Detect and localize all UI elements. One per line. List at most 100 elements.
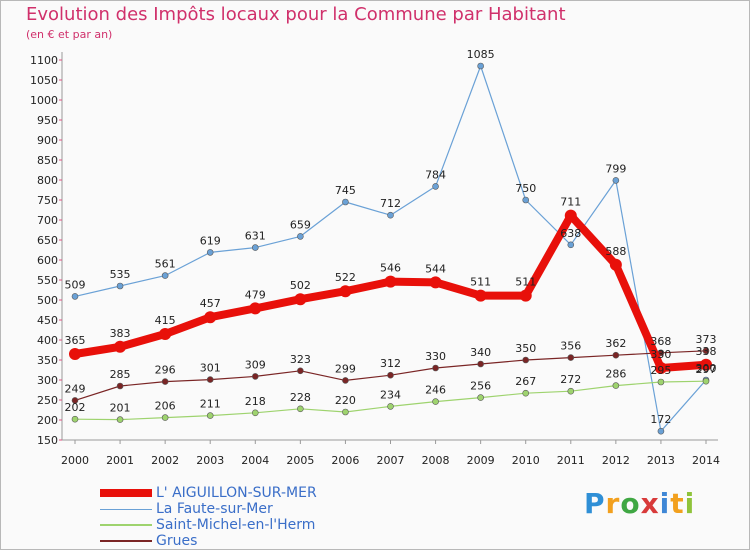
data-label: 561 [155, 258, 176, 271]
data-label: 312 [380, 357, 401, 370]
y-tick-label: 600 [37, 254, 58, 267]
logo-letter: x [640, 487, 660, 520]
x-tick-label: 2008 [422, 454, 450, 467]
data-point [432, 398, 439, 405]
proxiti-logo: Proxiti [584, 487, 695, 520]
data-point [342, 198, 349, 206]
data-label: 256 [470, 380, 491, 393]
data-point [387, 211, 394, 219]
data-label: 296 [155, 364, 176, 377]
data-label: 330 [425, 350, 446, 363]
x-tick-label: 2011 [557, 454, 585, 467]
x-tick-label: 2012 [602, 454, 630, 467]
data-label: 415 [155, 314, 176, 327]
data-label: 509 [65, 278, 86, 291]
logo-letter: t [670, 487, 685, 520]
data-label: 246 [425, 384, 446, 397]
data-label: 249 [65, 382, 86, 395]
data-label: 272 [560, 373, 581, 386]
chart-title: Evolution des Impôts locaux pour la Comm… [26, 4, 566, 25]
data-label: 228 [290, 391, 311, 404]
y-tick-label: 500 [37, 294, 58, 307]
data-point [249, 302, 262, 315]
data-label: 362 [605, 337, 626, 350]
x-tick-label: 2010 [512, 454, 540, 467]
logo-letter: P [584, 487, 606, 520]
data-point [384, 275, 397, 288]
data-label: 172 [650, 413, 671, 426]
logo-letter: i [684, 487, 696, 520]
y-tick-label: 350 [37, 354, 58, 367]
data-label: 301 [200, 362, 221, 375]
legend-item: Saint-Michel-en-l'Herm [100, 517, 360, 533]
legend-label: Grues [156, 533, 198, 549]
data-label: 1085 [467, 48, 495, 61]
data-label: 588 [605, 245, 626, 258]
y-tick-label: 1100 [30, 54, 58, 67]
data-point [429, 276, 442, 289]
data-label: 338 [696, 345, 717, 358]
data-point [522, 356, 530, 364]
data-label: 211 [200, 398, 221, 411]
y-tick-label: 450 [37, 314, 58, 327]
data-label: 373 [696, 333, 717, 346]
data-point [477, 62, 484, 70]
data-label: 784 [425, 168, 446, 181]
data-label: 220 [335, 394, 356, 407]
legend-swatch [100, 489, 152, 497]
y-tick-label: 200 [37, 414, 58, 427]
data-point [297, 233, 304, 240]
data-point [702, 377, 710, 385]
data-label: 511 [470, 276, 491, 289]
data-point [612, 351, 620, 359]
data-point [612, 382, 620, 389]
y-tick-label: 400 [37, 334, 58, 347]
data-point [432, 183, 439, 190]
x-tick-label: 2007 [377, 454, 405, 467]
data-point [387, 371, 394, 379]
data-point [567, 387, 575, 395]
data-label: 479 [245, 288, 266, 301]
data-point [206, 412, 214, 419]
data-point [432, 364, 439, 372]
data-point [71, 415, 79, 423]
data-point [161, 272, 169, 279]
x-tick-label: 2003 [196, 454, 224, 467]
x-tick-label: 2009 [467, 454, 495, 467]
data-label: 457 [200, 297, 221, 310]
data-point [204, 311, 217, 324]
legend-swatch [100, 524, 152, 526]
y-tick-label: 750 [37, 194, 58, 207]
x-tick-label: 2000 [61, 454, 89, 467]
data-label: 330 [650, 348, 671, 361]
data-label: 286 [605, 368, 626, 381]
data-point [297, 405, 304, 413]
logo-letter: r [605, 487, 621, 520]
y-tick-label: 700 [37, 214, 58, 227]
data-point [71, 397, 79, 404]
data-point [567, 241, 575, 249]
data-point [161, 378, 169, 385]
data-point [657, 427, 665, 435]
logo-letter: o [620, 487, 641, 520]
data-label: 267 [515, 375, 536, 388]
data-point [206, 249, 214, 256]
data-point [522, 389, 530, 397]
data-label: 535 [110, 268, 131, 281]
data-label: 201 [110, 402, 131, 415]
y-tick-label: 1000 [30, 94, 58, 107]
data-label: 356 [560, 340, 581, 353]
logo-letter: i [659, 487, 671, 520]
data-label: 544 [425, 262, 446, 275]
data-point [700, 358, 712, 371]
x-tick-label: 2004 [241, 454, 269, 467]
x-tick-label: 2013 [647, 454, 675, 467]
data-point [609, 258, 622, 271]
legend: L' AIGUILLON-SUR-MER La Faute-sur-Mer Sain… [100, 485, 360, 549]
data-point [522, 196, 530, 204]
data-label: 309 [245, 358, 266, 371]
data-point [69, 348, 81, 360]
data-label: 799 [605, 162, 626, 175]
legend-item: La Faute-sur-Mer [100, 501, 360, 517]
